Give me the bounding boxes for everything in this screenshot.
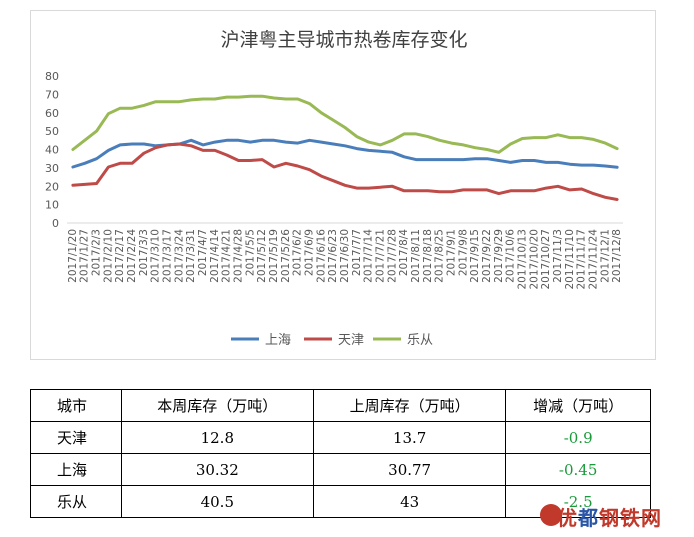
series-line-天津 <box>71 142 619 201</box>
y-tick-label: 70 <box>45 88 59 101</box>
table-header-row: 城市 本周库存（万吨） 上周库存（万吨） 增减（万吨） <box>30 389 651 422</box>
x-tick-label: 2017/12/1 <box>599 229 611 283</box>
x-tick-label: 2017/2/3 <box>91 229 103 276</box>
series-layer <box>71 94 619 201</box>
x-tick-label: 2017/9/8 <box>457 229 469 276</box>
x-tick-label: 2017/3/3 <box>138 229 150 276</box>
x-tick-label: 2017/1/27 <box>79 229 91 283</box>
x-tick-label: 2017/10/13 <box>516 229 528 290</box>
x-tick-label: 2017/6/30 <box>339 229 351 283</box>
header-this-week: 本周库存（万吨） <box>120 389 314 422</box>
legend-label: 上海 <box>265 333 291 348</box>
watermark-logo-icon <box>540 504 562 526</box>
x-tick-label: 2017/2/10 <box>102 229 114 283</box>
x-tick-label: 2017/1/20 <box>67 229 79 283</box>
x-tick-label: 2017/10/27 <box>540 229 552 290</box>
x-tick-label: 2017/7/21 <box>374 229 386 283</box>
x-tick-label: 2017/8/18 <box>422 229 434 283</box>
x-tick-label: 2017/6/9 <box>304 229 316 276</box>
cell-change: -0.45 <box>505 453 651 486</box>
y-tick-label: 80 <box>45 70 59 83</box>
cell-change: -2.5 <box>505 485 651 518</box>
cell-last-week: 30.77 <box>312 453 507 486</box>
x-tick-label: 2017/10/20 <box>528 229 540 290</box>
x-tick-label: 2017/8/4 <box>398 229 410 276</box>
y-tick-label: 50 <box>45 125 59 138</box>
x-tick-label: 2017/9/15 <box>469 229 481 283</box>
chart-panel: 沪津粤主导城市热卷库存变化 0 10 20 30 40 50 60 70 80 2017/1/2… <box>30 10 656 360</box>
header-change: 增减（万吨） <box>505 389 651 422</box>
legend-label: 乐从 <box>407 333 433 348</box>
x-tick-label: 2017/5/5 <box>244 229 256 276</box>
inventory-table: 城市 本周库存（万吨） 上周库存（万吨） 增减（万吨） 天津 12.8 13.7… <box>30 389 651 518</box>
x-tick-label: 2017/10/6 <box>505 229 517 283</box>
x-tick-label: 2017/3/17 <box>162 229 174 283</box>
cell-last-week: 43 <box>312 485 507 518</box>
cell-city: 上海 <box>30 453 122 486</box>
watermark-part-3: 钢铁网 <box>599 506 662 530</box>
y-tick-label: 40 <box>45 144 59 157</box>
legend: 上海 天津 乐从 <box>231 333 433 348</box>
y-axis: 0 10 20 30 40 50 60 70 80 <box>45 70 59 230</box>
cell-this-week: 40.5 <box>120 485 314 518</box>
x-tick-label: 2017/11/24 <box>587 229 599 290</box>
cell-change: -0.9 <box>505 421 651 454</box>
watermark: 优都钢铁网 <box>557 502 662 531</box>
x-tick-label: 2017/7/28 <box>386 229 398 283</box>
x-tick-label: 2017/9/1 <box>445 229 457 276</box>
x-tick-label: 2017/2/17 <box>114 229 126 283</box>
table-row: 上海 30.32 30.77 -0.45 <box>30 453 651 486</box>
table-row: 乐从 40.5 43 -2.5 <box>30 485 651 518</box>
x-tick-label: 2017/11/10 <box>564 229 576 290</box>
y-tick-label: 60 <box>45 107 59 120</box>
x-tick-label: 2017/9/29 <box>493 229 505 283</box>
x-tick-label: 2017/11/3 <box>552 229 564 283</box>
watermark-part-1: 优 <box>557 506 578 530</box>
x-tick-label: 2017/4/21 <box>221 229 233 283</box>
x-tick-label: 2017/7/14 <box>363 229 375 283</box>
y-tick-label: 10 <box>45 199 59 212</box>
table-row: 天津 12.8 13.7 -0.9 <box>30 421 651 454</box>
x-tick-label: 2017/3/10 <box>150 229 162 283</box>
x-tick-label: 2017/4/7 <box>197 229 209 276</box>
line-chart: 沪津粤主导城市热卷库存变化 0 10 20 30 40 50 60 70 80 2017/1/2… <box>45 29 623 348</box>
legend-label: 天津 <box>338 333 364 348</box>
watermark-part-2: 都 <box>578 506 599 530</box>
series-line-上海 <box>71 138 619 169</box>
header-last-week: 上周库存（万吨） <box>312 389 507 422</box>
y-tick-label: 20 <box>45 180 59 193</box>
x-tick-label: 2017/6/16 <box>315 229 327 283</box>
x-tick-label: 2017/6/23 <box>327 229 339 283</box>
x-tick-label: 2017/5/12 <box>256 229 268 283</box>
y-tick-label: 30 <box>45 162 59 175</box>
cell-city: 天津 <box>30 421 122 454</box>
x-tick-label: 2017/4/28 <box>233 229 245 283</box>
x-tick-label: 2017/9/22 <box>481 229 493 283</box>
x-tick-label: 2017/3/24 <box>173 229 185 283</box>
x-tick-label: 2017/5/26 <box>280 229 292 283</box>
x-tick-label: 2017/5/19 <box>268 229 280 283</box>
x-tick-label: 2017/3/31 <box>185 229 197 283</box>
x-tick-label: 2017/4/14 <box>209 229 221 283</box>
x-tick-label: 2017/11/17 <box>576 229 588 290</box>
x-axis: 2017/1/20 2017/1/27 2017/2/3 2017/2/10 2017/… <box>67 222 623 290</box>
x-tick-label: 2017/12/8 <box>611 229 623 283</box>
x-tick-label: 2017/7/7 <box>351 229 363 276</box>
x-tick-label: 2017/6/2 <box>292 229 304 276</box>
cell-this-week: 12.8 <box>120 421 314 454</box>
cell-this-week: 30.32 <box>120 453 314 486</box>
x-tick-label: 2017/2/24 <box>126 229 138 283</box>
x-tick-label: 2017/8/25 <box>434 229 446 283</box>
y-tick-label: 0 <box>52 217 59 230</box>
header-city: 城市 <box>30 389 122 422</box>
series-line-乐从 <box>71 94 619 154</box>
chart-title: 沪津粤主导城市热卷库存变化 <box>220 29 467 51</box>
cell-last-week: 13.7 <box>312 421 507 454</box>
x-tick-label: 2017/8/11 <box>410 229 422 283</box>
cell-city: 乐从 <box>30 485 122 518</box>
